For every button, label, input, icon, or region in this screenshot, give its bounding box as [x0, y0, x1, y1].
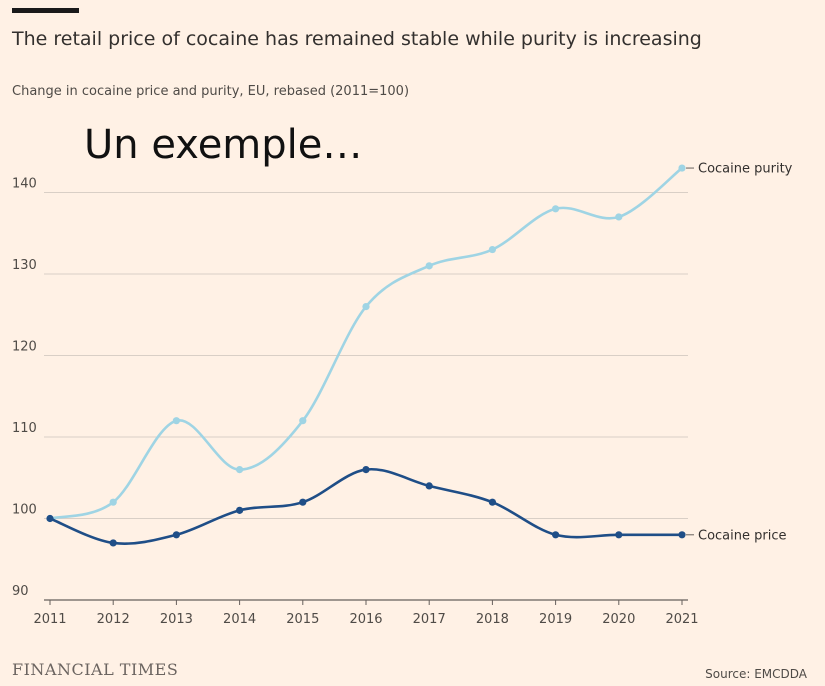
brand-bar	[12, 8, 79, 13]
series-line-price	[48, 467, 684, 545]
data-point-price	[46, 514, 54, 523]
data-point-purity	[299, 417, 307, 425]
chart-subtitle: Change in cocaine price and purity, EU, …	[12, 84, 410, 99]
y-tick-label: 130	[12, 258, 37, 273]
y-tick-label: 100	[12, 503, 37, 518]
branding-text: FINANCIAL TIMES	[12, 660, 179, 679]
x-tick-label: 2012	[97, 612, 130, 627]
x-tick-label: 2011	[33, 612, 66, 627]
y-tick-label: 140	[12, 177, 37, 192]
data-point-price	[615, 531, 623, 539]
x-tick-label: 2020	[602, 612, 635, 627]
x-tick-label: 2016	[349, 612, 382, 627]
x-tick-label: 2013	[160, 612, 193, 627]
y-tick-label: 110	[12, 421, 37, 436]
data-point-purity	[109, 498, 117, 506]
x-tick-label: 2014	[223, 612, 256, 627]
data-point-purity	[488, 245, 496, 254]
data-point-purity	[552, 205, 560, 213]
x-tick-label: 2018	[476, 612, 509, 627]
y-tick-label: 90	[12, 584, 29, 599]
series-label-price: Cocaine price	[698, 528, 786, 543]
chart-title: The retail price of cocaine has remained…	[12, 28, 702, 50]
series-label-purity: Cocaine purity	[698, 162, 793, 177]
data-point-price	[488, 498, 496, 506]
source-note: Source: EMCDDA	[705, 667, 807, 681]
data-point-purity	[362, 303, 370, 311]
data-point-price	[425, 482, 433, 490]
data-point-purity	[615, 213, 623, 221]
data-point-purity	[236, 466, 244, 474]
data-point-price	[172, 531, 180, 539]
data-point-purity	[678, 164, 686, 172]
data-point-price	[552, 531, 560, 539]
series-line-purity	[48, 166, 684, 520]
x-tick-label: 2019	[539, 612, 572, 627]
data-point-purity	[425, 262, 433, 270]
data-point-price	[236, 506, 244, 514]
y-tick-label: 120	[12, 340, 37, 355]
overlay-caption: Un exemple…	[84, 122, 363, 168]
data-point-price	[678, 531, 686, 539]
data-point-price	[299, 498, 307, 506]
x-tick-label: 2021	[665, 612, 698, 627]
x-tick-label: 2015	[286, 612, 319, 627]
data-point-purity	[172, 417, 180, 425]
data-point-price	[109, 539, 117, 547]
x-tick-label: 2017	[413, 612, 446, 627]
data-point-price	[362, 466, 370, 474]
